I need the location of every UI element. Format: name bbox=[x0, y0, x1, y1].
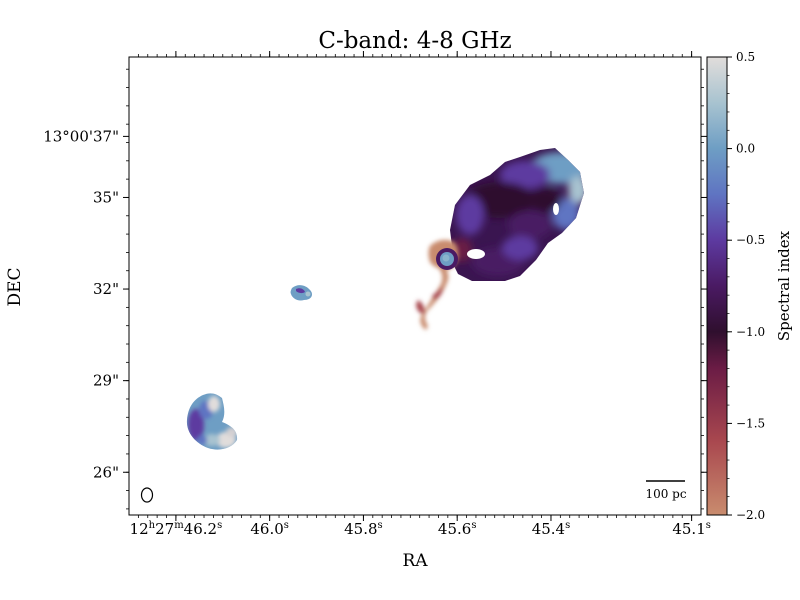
colorbar-fill bbox=[706, 56, 728, 516]
colorbar-ticks: 0.5 0.0 −0.5 −1.0 −1.5 −2.0 bbox=[727, 50, 765, 522]
x-tick-label: 46.0s bbox=[250, 520, 289, 538]
colorbar-label: Spectral index bbox=[775, 230, 793, 341]
main-source-region bbox=[416, 148, 584, 330]
x-tick-label: 45.8s bbox=[344, 520, 383, 538]
y-tick-label: 26" bbox=[93, 463, 119, 481]
colorbar-tick-label: −2.0 bbox=[736, 508, 765, 522]
colorbar-tick-label: 0.5 bbox=[736, 50, 755, 64]
x-axis-label: RA bbox=[402, 551, 428, 571]
small-blob-region bbox=[290, 285, 312, 301]
emission-map bbox=[186, 148, 584, 450]
y-tick-label: 35" bbox=[93, 188, 119, 206]
colorbar-tick-label: −1.0 bbox=[736, 325, 765, 339]
y-tick-label: 13°00'37" bbox=[43, 127, 119, 145]
chart-title: C-band: 4-8 GHz bbox=[318, 28, 511, 54]
colorbar-tick-label: 0.0 bbox=[736, 142, 755, 156]
axes: 12h27m46.2s 46.0s 45.8s 45.6s 45.4s 45.1s 13°0… bbox=[43, 51, 711, 538]
y-axis-label: DEC bbox=[5, 267, 25, 306]
plot-frame bbox=[128, 56, 702, 516]
x-tick-label: 12h27m46.2s bbox=[130, 520, 223, 538]
scale-bar-label: 100 pc bbox=[645, 487, 686, 501]
x-tick-label: 45.1s bbox=[672, 520, 711, 538]
y-tick-label: 29" bbox=[93, 372, 119, 390]
beam-ellipse bbox=[140, 487, 154, 503]
x-tick-label: 45.4s bbox=[532, 520, 571, 538]
colorbar-tick-label: −0.5 bbox=[736, 233, 765, 247]
colorbar-tick-label: −1.5 bbox=[736, 416, 765, 430]
colorbar: 0.5 0.0 −0.5 −1.0 −1.5 −2.0 Spectral index bbox=[706, 50, 793, 522]
x-tick-label: 45.6s bbox=[438, 520, 477, 538]
y-tick-label: 32" bbox=[93, 280, 119, 298]
